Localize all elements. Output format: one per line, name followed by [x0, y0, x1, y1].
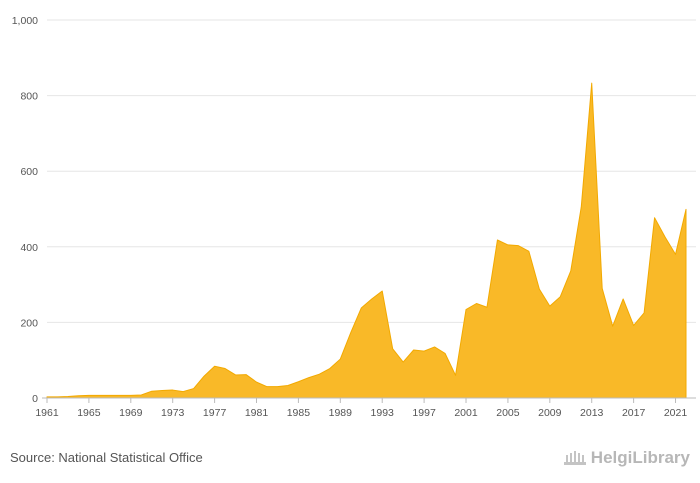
helgi-logo-icon [563, 451, 586, 465]
x-tick-label: 1985 [287, 407, 311, 419]
x-tick-label: 1973 [161, 407, 185, 419]
y-tick-label: 200 [20, 317, 38, 329]
x-tick-label: 1969 [119, 407, 143, 419]
x-tick-label: 2021 [664, 407, 688, 419]
x-tick-label: 2017 [622, 407, 646, 419]
series-area [46, 82, 687, 399]
y-tick-label: 600 [20, 166, 38, 178]
x-tick-label: 1989 [329, 407, 353, 419]
brand-link[interactable]: HelgiLibrary [563, 448, 690, 468]
x-tick-label: 2009 [538, 407, 562, 419]
y-tick-label: 1,000 [12, 15, 38, 27]
x-tick-label: 1961 [35, 407, 59, 419]
x-tick-label: 2013 [580, 407, 604, 419]
series-area-shape [46, 82, 687, 399]
x-tick-label: 2005 [496, 407, 520, 419]
x-tick-label: 2001 [454, 407, 478, 419]
y-tick-labels: 0 200 400 600 800 1,000 [12, 15, 38, 405]
footer: Source: National Statistical Office Helg… [0, 440, 700, 483]
x-tick-label: 1997 [412, 407, 436, 419]
chart-area: 0 200 400 600 800 1,000 1961 1965 1969 1973 1977 1… [12, 15, 696, 419]
x-tick-label: 1977 [203, 407, 227, 419]
brand-name: HelgiLibrary [590, 448, 690, 467]
x-tick-labels: 1961 1965 1969 1973 1977 1981 1985 1989 1993 1997… [35, 398, 687, 419]
y-tick-label: 800 [20, 91, 38, 103]
x-tick-label: 1993 [371, 407, 395, 419]
x-tick-label: 1981 [245, 407, 269, 419]
source-note: Source: National Statistical Office [10, 450, 203, 465]
y-tick-label: 0 [32, 393, 38, 405]
x-tick-label: 1965 [77, 407, 101, 419]
y-tick-label: 400 [20, 242, 38, 254]
